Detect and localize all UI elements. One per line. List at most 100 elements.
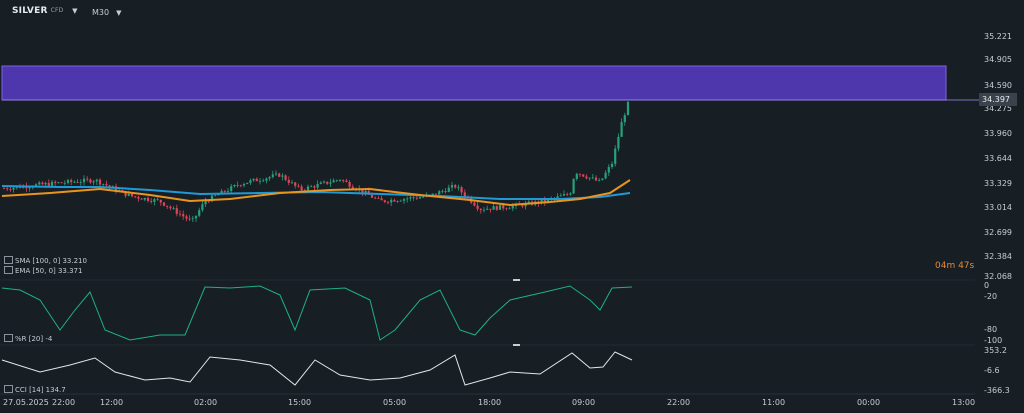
candle-body (188, 218, 191, 220)
candle-body (287, 179, 290, 183)
cci-legend[interactable]: CCI [14] 134.7 (4, 385, 66, 394)
symbol-label: SILVER (12, 6, 48, 16)
candle-body (162, 202, 166, 206)
settings-icon[interactable] (4, 334, 13, 342)
candle-body (310, 186, 313, 188)
candle-body (415, 197, 418, 199)
candle-body (92, 181, 95, 183)
sma-line (1, 185, 631, 200)
price-axis-label: 33.960 (984, 129, 1012, 138)
candle-body (111, 186, 114, 188)
candle-body (143, 197, 146, 200)
candle-body (594, 177, 598, 181)
candle-body (348, 181, 351, 187)
candle-body (70, 180, 73, 182)
candle-body (185, 216, 188, 219)
candle-body (124, 190, 127, 196)
candle-body (556, 196, 559, 199)
wr-axis-label: -20 (984, 292, 998, 301)
candle-body (268, 177, 271, 179)
candle-body (582, 174, 585, 177)
timeframe-selector[interactable]: M30 ▼ (92, 8, 121, 17)
candle-body (146, 197, 150, 201)
candle-body (473, 202, 476, 206)
candle-body (342, 180, 345, 181)
candle-body (79, 182, 82, 183)
settings-icon[interactable] (4, 266, 13, 274)
candle-body (495, 206, 498, 210)
candle-body (617, 136, 620, 149)
price-candles (2, 100, 630, 223)
candle-body (489, 208, 492, 210)
candle-body (300, 186, 303, 191)
candle-body (623, 115, 626, 123)
candle-body (598, 180, 601, 181)
candle-body (127, 193, 130, 196)
candle-body (492, 206, 495, 210)
cci-axis-label: 353.2 (984, 346, 1007, 355)
candle-body (60, 182, 63, 184)
candle-body (198, 210, 201, 216)
candle-body (457, 187, 460, 189)
candle-body (47, 182, 50, 186)
candle-body (105, 183, 108, 186)
candle-body (377, 198, 380, 199)
candle-body (57, 182, 60, 184)
candle-body (130, 193, 134, 197)
ema-line (1, 179, 631, 207)
time-axis-label: 12:00 (100, 398, 124, 407)
ema-legend[interactable]: EMA [50, 0] 33.371 (4, 266, 82, 275)
candle-body (159, 199, 162, 203)
candle-body (604, 172, 607, 179)
candle-body (620, 122, 623, 137)
symbol-selector[interactable]: SILVER CFD ▼ (12, 6, 78, 16)
candle-body (178, 213, 182, 215)
candle-body (41, 182, 44, 185)
time-axis-label: 22:00 (52, 398, 76, 407)
candle-body (422, 196, 425, 198)
candle-body (239, 185, 242, 187)
wr-legend[interactable]: %R [20] -4 (4, 334, 52, 343)
candle-body (319, 182, 322, 184)
candle-body (207, 201, 210, 203)
candle-body (255, 178, 258, 182)
candle-body (316, 183, 319, 188)
candle-body (217, 194, 220, 196)
candle-body (258, 180, 262, 182)
ema-legend-label: EMA [50, 0] 33.371 (15, 267, 83, 275)
candle-body (463, 192, 466, 197)
time-axis-label: 27.05.2025 (3, 398, 49, 407)
candle-body (6, 188, 9, 190)
resistance-zone[interactable] (1, 65, 947, 101)
candle-body (431, 193, 434, 195)
price-axis-label: 33.014 (984, 203, 1012, 212)
candle-body (409, 197, 412, 199)
chevron-down-icon: ▼ (66, 7, 78, 15)
price-axis-label: 32.384 (984, 252, 1012, 261)
wr-legend-label: %R [20] -4 (15, 335, 53, 343)
candle-body (406, 198, 409, 200)
candle-body (326, 181, 329, 184)
candle-body (230, 186, 233, 191)
candle-body (575, 173, 578, 179)
candle-body (626, 101, 630, 116)
candle-body (588, 177, 591, 179)
candle-body (175, 208, 178, 214)
cci-axis-label: -6.6 (984, 366, 1000, 375)
time-axis-label: 18:00 (478, 398, 502, 407)
candle-body (585, 176, 588, 179)
candle-body (434, 193, 438, 195)
candle-body (399, 200, 402, 202)
candle-body (294, 182, 297, 186)
price-axis-label: 34.905 (984, 55, 1012, 64)
candle-body (82, 178, 86, 183)
candle-body (86, 178, 89, 180)
candle-body (329, 182, 332, 184)
settings-icon[interactable] (4, 385, 13, 393)
settings-icon[interactable] (4, 256, 13, 264)
sma-legend[interactable]: SMA [100, 0] 33.210 (4, 256, 87, 265)
candle-body (578, 173, 582, 175)
candle-body (182, 214, 185, 217)
candle-body (313, 186, 316, 188)
